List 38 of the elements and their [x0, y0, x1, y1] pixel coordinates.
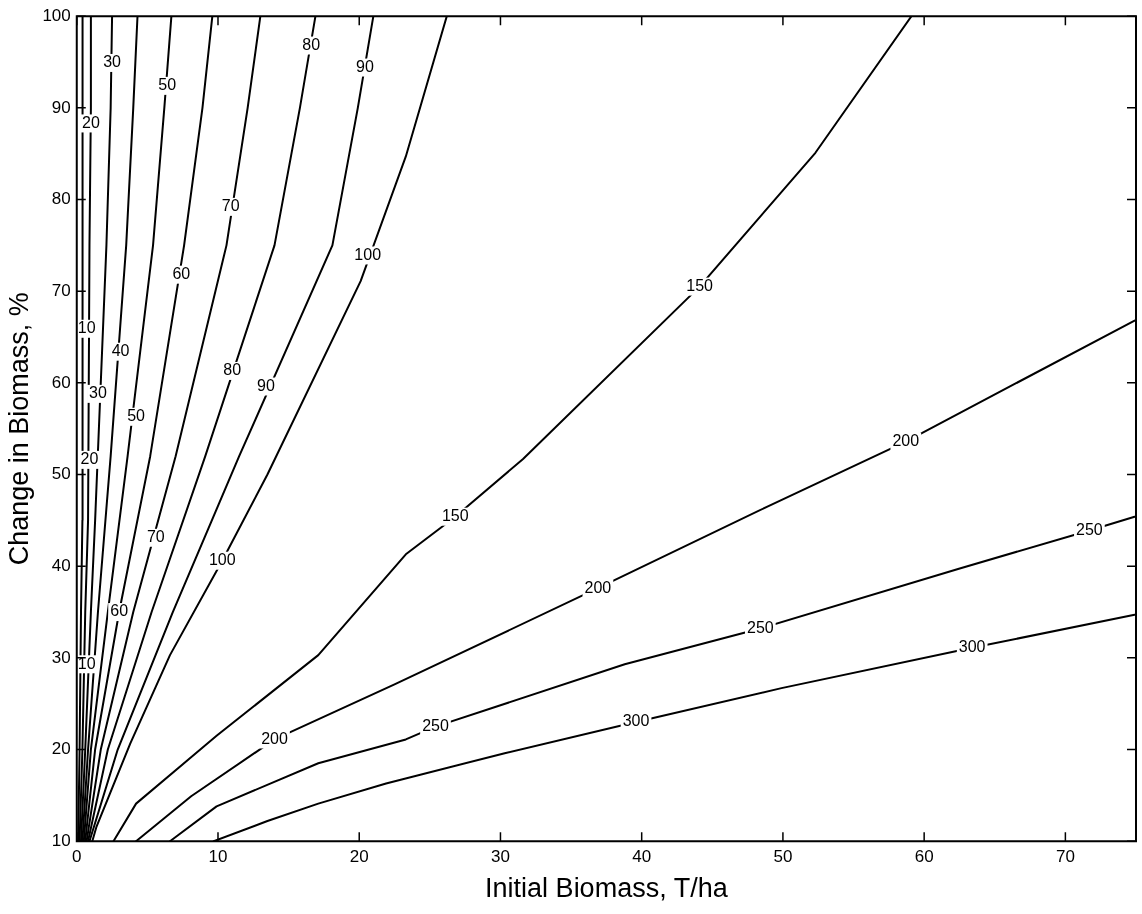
- y-tick-label: 20: [51, 739, 71, 759]
- annotation: 10: [77, 319, 96, 337]
- annotation: 30: [103, 53, 122, 71]
- annotation: 70: [146, 528, 165, 546]
- y-axis-title: Change in Biomass, %: [3, 292, 34, 566]
- annotation: 90: [257, 376, 276, 394]
- annotation: 90: [355, 57, 374, 75]
- y-tick-label: 60: [51, 372, 71, 392]
- annotation: 70: [221, 197, 240, 215]
- annotation: 40: [111, 342, 130, 360]
- y-tick-label: 70: [51, 280, 71, 300]
- x-tick-label: 30: [491, 847, 510, 867]
- annotation: 100: [354, 245, 382, 263]
- annotation: 50: [127, 407, 146, 425]
- annotation: 60: [110, 602, 129, 620]
- annotation: 20: [80, 450, 99, 468]
- y-tick-label: 10: [51, 830, 71, 850]
- x-tick-label: 70: [1055, 847, 1075, 867]
- y-tick-label: 30: [51, 647, 71, 667]
- y-tick-label: 100: [42, 5, 71, 25]
- y-tick-label: 40: [51, 555, 71, 575]
- x-tick-label: 50: [773, 847, 793, 867]
- y-tick-label: 90: [51, 97, 71, 117]
- x-tick-label: 40: [632, 847, 652, 867]
- x-tick-label: 10: [208, 847, 228, 867]
- annotation: 30: [89, 384, 107, 402]
- x-tick-label: 20: [349, 847, 369, 867]
- y-tick-label: 80: [51, 189, 71, 209]
- x-axis-title: Initial Biomass, T/ha: [485, 873, 729, 904]
- annotation: 50: [158, 76, 177, 94]
- x-tick-label: 60: [914, 847, 934, 867]
- annotation: 80: [302, 35, 321, 53]
- annotation: 20: [81, 113, 100, 131]
- annotation: 80: [223, 361, 242, 379]
- y-tick-label: 50: [51, 464, 71, 484]
- annotation: 60: [172, 265, 191, 283]
- x-tick-label: 0: [72, 847, 82, 867]
- annotation: 10: [77, 654, 96, 672]
